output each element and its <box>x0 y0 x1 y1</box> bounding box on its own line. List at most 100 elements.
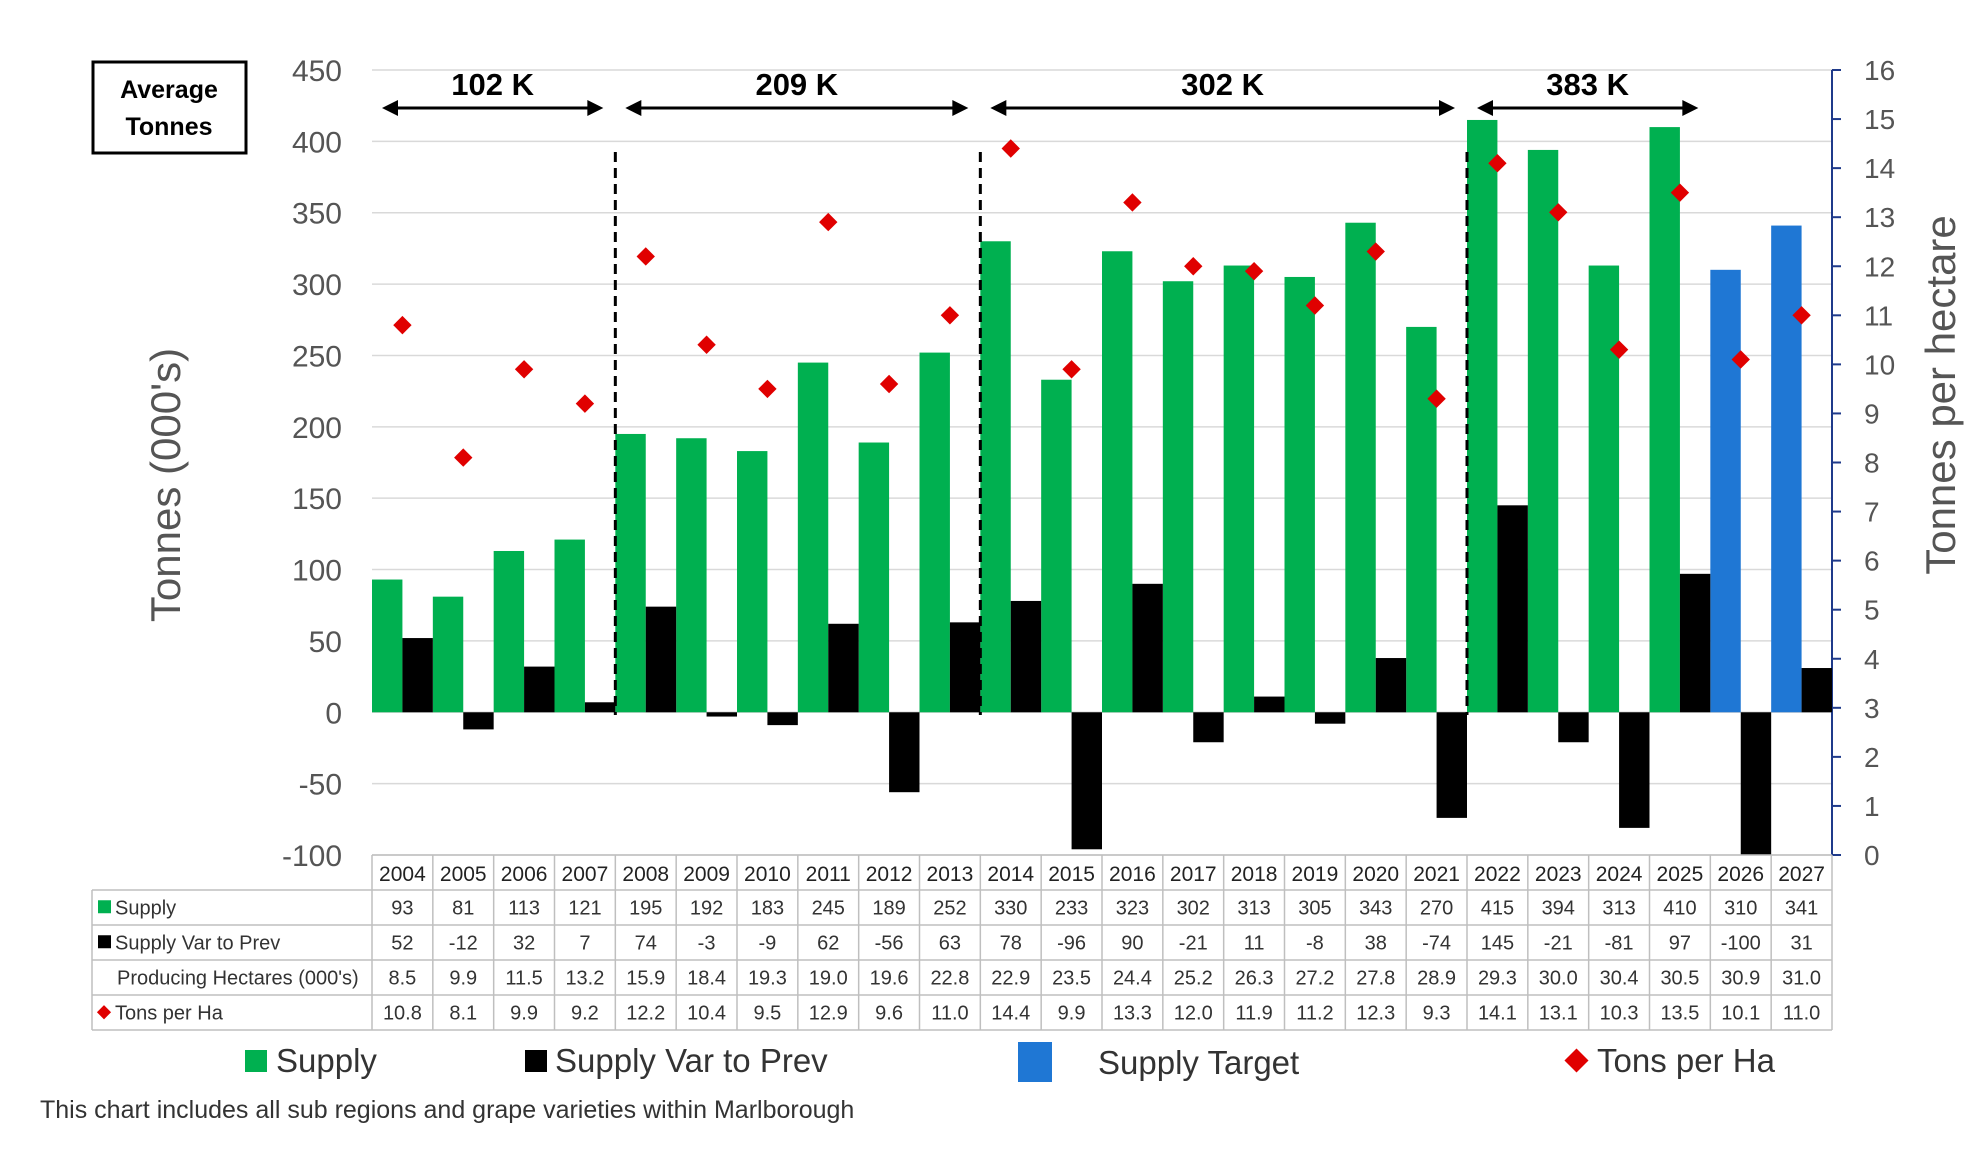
table-cell: 31.0 <box>1782 967 1821 989</box>
period-label: 102 K <box>451 67 534 102</box>
table-cell: 30.4 <box>1600 967 1639 989</box>
table-cell: 323 <box>1116 897 1149 919</box>
table-cell: 32 <box>513 932 535 954</box>
table-cell: 78 <box>1000 932 1022 954</box>
table-cell: 97 <box>1669 932 1691 954</box>
table-cell: 81 <box>452 897 474 919</box>
x-category-label: 2020 <box>1352 863 1399 886</box>
table-cell: 18.4 <box>687 967 726 989</box>
table-cell: 52 <box>391 932 413 954</box>
table-cell: 410 <box>1663 897 1696 919</box>
y-tick-label: 200 <box>292 412 342 445</box>
x-category-label: 2010 <box>744 863 791 886</box>
table-cell: 19.6 <box>870 967 909 989</box>
x-category-label: 2008 <box>622 863 669 886</box>
table-cell: 330 <box>994 897 1027 919</box>
table-cell: 13.3 <box>1113 1002 1152 1024</box>
table-cell: 12.9 <box>809 1002 848 1024</box>
table-cell: 195 <box>629 897 662 919</box>
table-cell: 26.3 <box>1235 967 1274 989</box>
table-cell: 313 <box>1237 897 1270 919</box>
period-label: 383 K <box>1546 67 1629 102</box>
supply-target-bar <box>1710 269 1741 713</box>
table-cell: 30.0 <box>1539 967 1578 989</box>
supply-bar <box>919 352 950 713</box>
table-cell: 62 <box>817 932 839 954</box>
table-cell: -9 <box>759 932 777 954</box>
table-cell: 10.8 <box>383 1002 422 1024</box>
table-cell: 27.2 <box>1295 967 1334 989</box>
table-cell: 12.3 <box>1356 1002 1395 1024</box>
y-tick-label: 300 <box>292 269 342 302</box>
supply-bar <box>1588 265 1620 713</box>
var-bar <box>1375 658 1407 713</box>
var-bar <box>1193 712 1224 743</box>
supply-bar <box>1162 281 1194 713</box>
y-tick-label: 100 <box>292 555 342 588</box>
y2-tick-label: 9 <box>1864 398 1880 429</box>
table-cell: 13.2 <box>565 967 604 989</box>
tons-per-ha-marker <box>1366 242 1385 261</box>
table-cell: 63 <box>939 932 961 954</box>
legend-tons-marker <box>1564 1048 1589 1073</box>
supply-bar <box>372 579 403 713</box>
y2-tick-label: 3 <box>1864 693 1880 724</box>
table-cell: 9.5 <box>754 1002 782 1024</box>
y2-tick-label: 6 <box>1864 546 1880 577</box>
table-row-label: Supply <box>115 897 176 919</box>
table-cell: 11 <box>1244 932 1265 954</box>
table-cell: 11.5 <box>505 967 542 989</box>
x-category-label: 2013 <box>927 863 974 886</box>
supply-bar <box>1649 127 1680 713</box>
supply-bar <box>1223 265 1255 713</box>
tons-per-ha-marker <box>1427 389 1446 408</box>
y2-tick-label: 12 <box>1864 251 1895 282</box>
supply-bar <box>1345 222 1376 713</box>
y2-tick-label: 8 <box>1864 448 1880 479</box>
table-cell: 189 <box>872 897 905 919</box>
table-cell: -3 <box>698 932 716 954</box>
tons-per-ha-marker <box>393 315 412 335</box>
table-supply-swatch <box>98 900 111 914</box>
tons-per-ha-marker <box>454 448 473 467</box>
table-cell: -21 <box>1179 932 1208 954</box>
table-cell: 30.5 <box>1660 967 1699 989</box>
var-bar <box>767 712 798 726</box>
table-cell: 9.9 <box>510 1002 538 1024</box>
table-row-label: Producing Hectares (000's) <box>117 967 359 989</box>
table-cell: 93 <box>391 897 413 919</box>
var-bar <box>402 638 433 713</box>
footnote: This chart includes all sub regions and … <box>40 1096 854 1124</box>
var-bar <box>645 606 677 713</box>
y-tick-label: 400 <box>292 126 342 159</box>
tons-per-ha-marker <box>940 306 960 325</box>
var-bar <box>828 623 859 713</box>
var-bar <box>949 622 981 713</box>
tons-per-ha-marker <box>1609 340 1629 359</box>
x-category-label: 2023 <box>1535 863 1582 886</box>
average-tonnes-line1: Average <box>120 76 218 104</box>
table-cell: 11.0 <box>1783 1002 1820 1024</box>
y-tick-label: 50 <box>309 626 342 659</box>
table-cell: 12.0 <box>1174 1002 1213 1024</box>
y-tick-label: 250 <box>292 340 342 373</box>
legend-var-label: Supply Var to Prev <box>555 1042 828 1079</box>
table-cell: 305 <box>1298 897 1331 919</box>
supply-bar <box>1102 251 1133 713</box>
tons-per-ha-marker <box>1731 350 1750 369</box>
y-tick-label: 450 <box>292 55 342 88</box>
x-category-label: 2024 <box>1596 863 1643 886</box>
period-arrowhead <box>382 100 398 116</box>
tons-per-ha-marker <box>575 394 595 413</box>
var-bar <box>1801 668 1832 713</box>
table-cell: -56 <box>875 932 904 954</box>
x-category-label: 2014 <box>987 863 1034 886</box>
legend-supply-swatch <box>245 1050 267 1072</box>
var-bar <box>463 712 494 730</box>
supply-bar <box>1284 276 1315 713</box>
tons-per-ha-marker <box>1305 296 1325 315</box>
tons-per-ha-marker <box>1670 183 1690 202</box>
x-category-label: 2006 <box>501 863 548 886</box>
supply-bar <box>1467 119 1498 713</box>
supply-bar <box>797 362 829 713</box>
